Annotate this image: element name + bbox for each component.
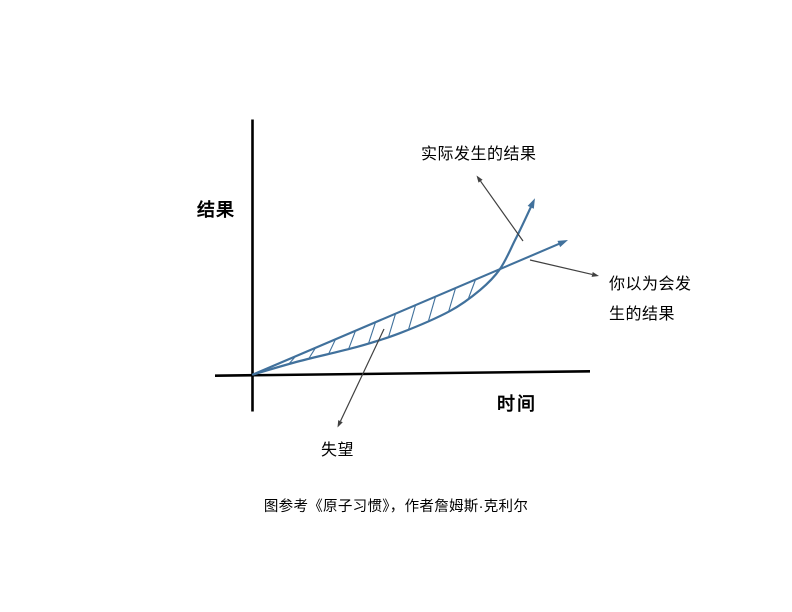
actual-curve bbox=[251, 205, 533, 376]
hatch-line bbox=[468, 279, 477, 299]
actual-curve-arrowhead bbox=[527, 198, 535, 209]
x-axis-line bbox=[214, 370, 591, 377]
expected-label-arrow bbox=[529, 259, 593, 276]
expected-label-arrow-head bbox=[591, 271, 599, 277]
hatch-line bbox=[448, 287, 457, 312]
hatch-line bbox=[348, 330, 357, 350]
hatch-line bbox=[368, 322, 377, 344]
hatch-line bbox=[428, 296, 437, 321]
expected-line-arrowhead bbox=[557, 240, 568, 248]
annotation-expected-result-label: 你以为会发生的结果 bbox=[609, 276, 692, 323]
y-axis-label: 结果 bbox=[197, 200, 235, 220]
annotation-disappointment-label: 失望 bbox=[321, 442, 355, 459]
hatch-line bbox=[328, 339, 337, 355]
actual-label-arrow bbox=[480, 180, 524, 242]
annotation-actual-result-label: 实际发生的结果 bbox=[421, 146, 537, 163]
disappointment-label-arrow bbox=[339, 328, 385, 422]
caption: 图参考《原子习惯》，作者詹姆斯·克利尔 bbox=[263, 499, 529, 515]
actual-label-arrow-head bbox=[476, 175, 483, 183]
x-axis-label: 时间 bbox=[497, 394, 537, 414]
hatch-line bbox=[388, 313, 397, 337]
hatch-line bbox=[408, 304, 417, 330]
hatch-line bbox=[308, 347, 316, 360]
expected-line bbox=[251, 242, 560, 376]
disappointment-label-arrow-head bbox=[337, 420, 343, 428]
